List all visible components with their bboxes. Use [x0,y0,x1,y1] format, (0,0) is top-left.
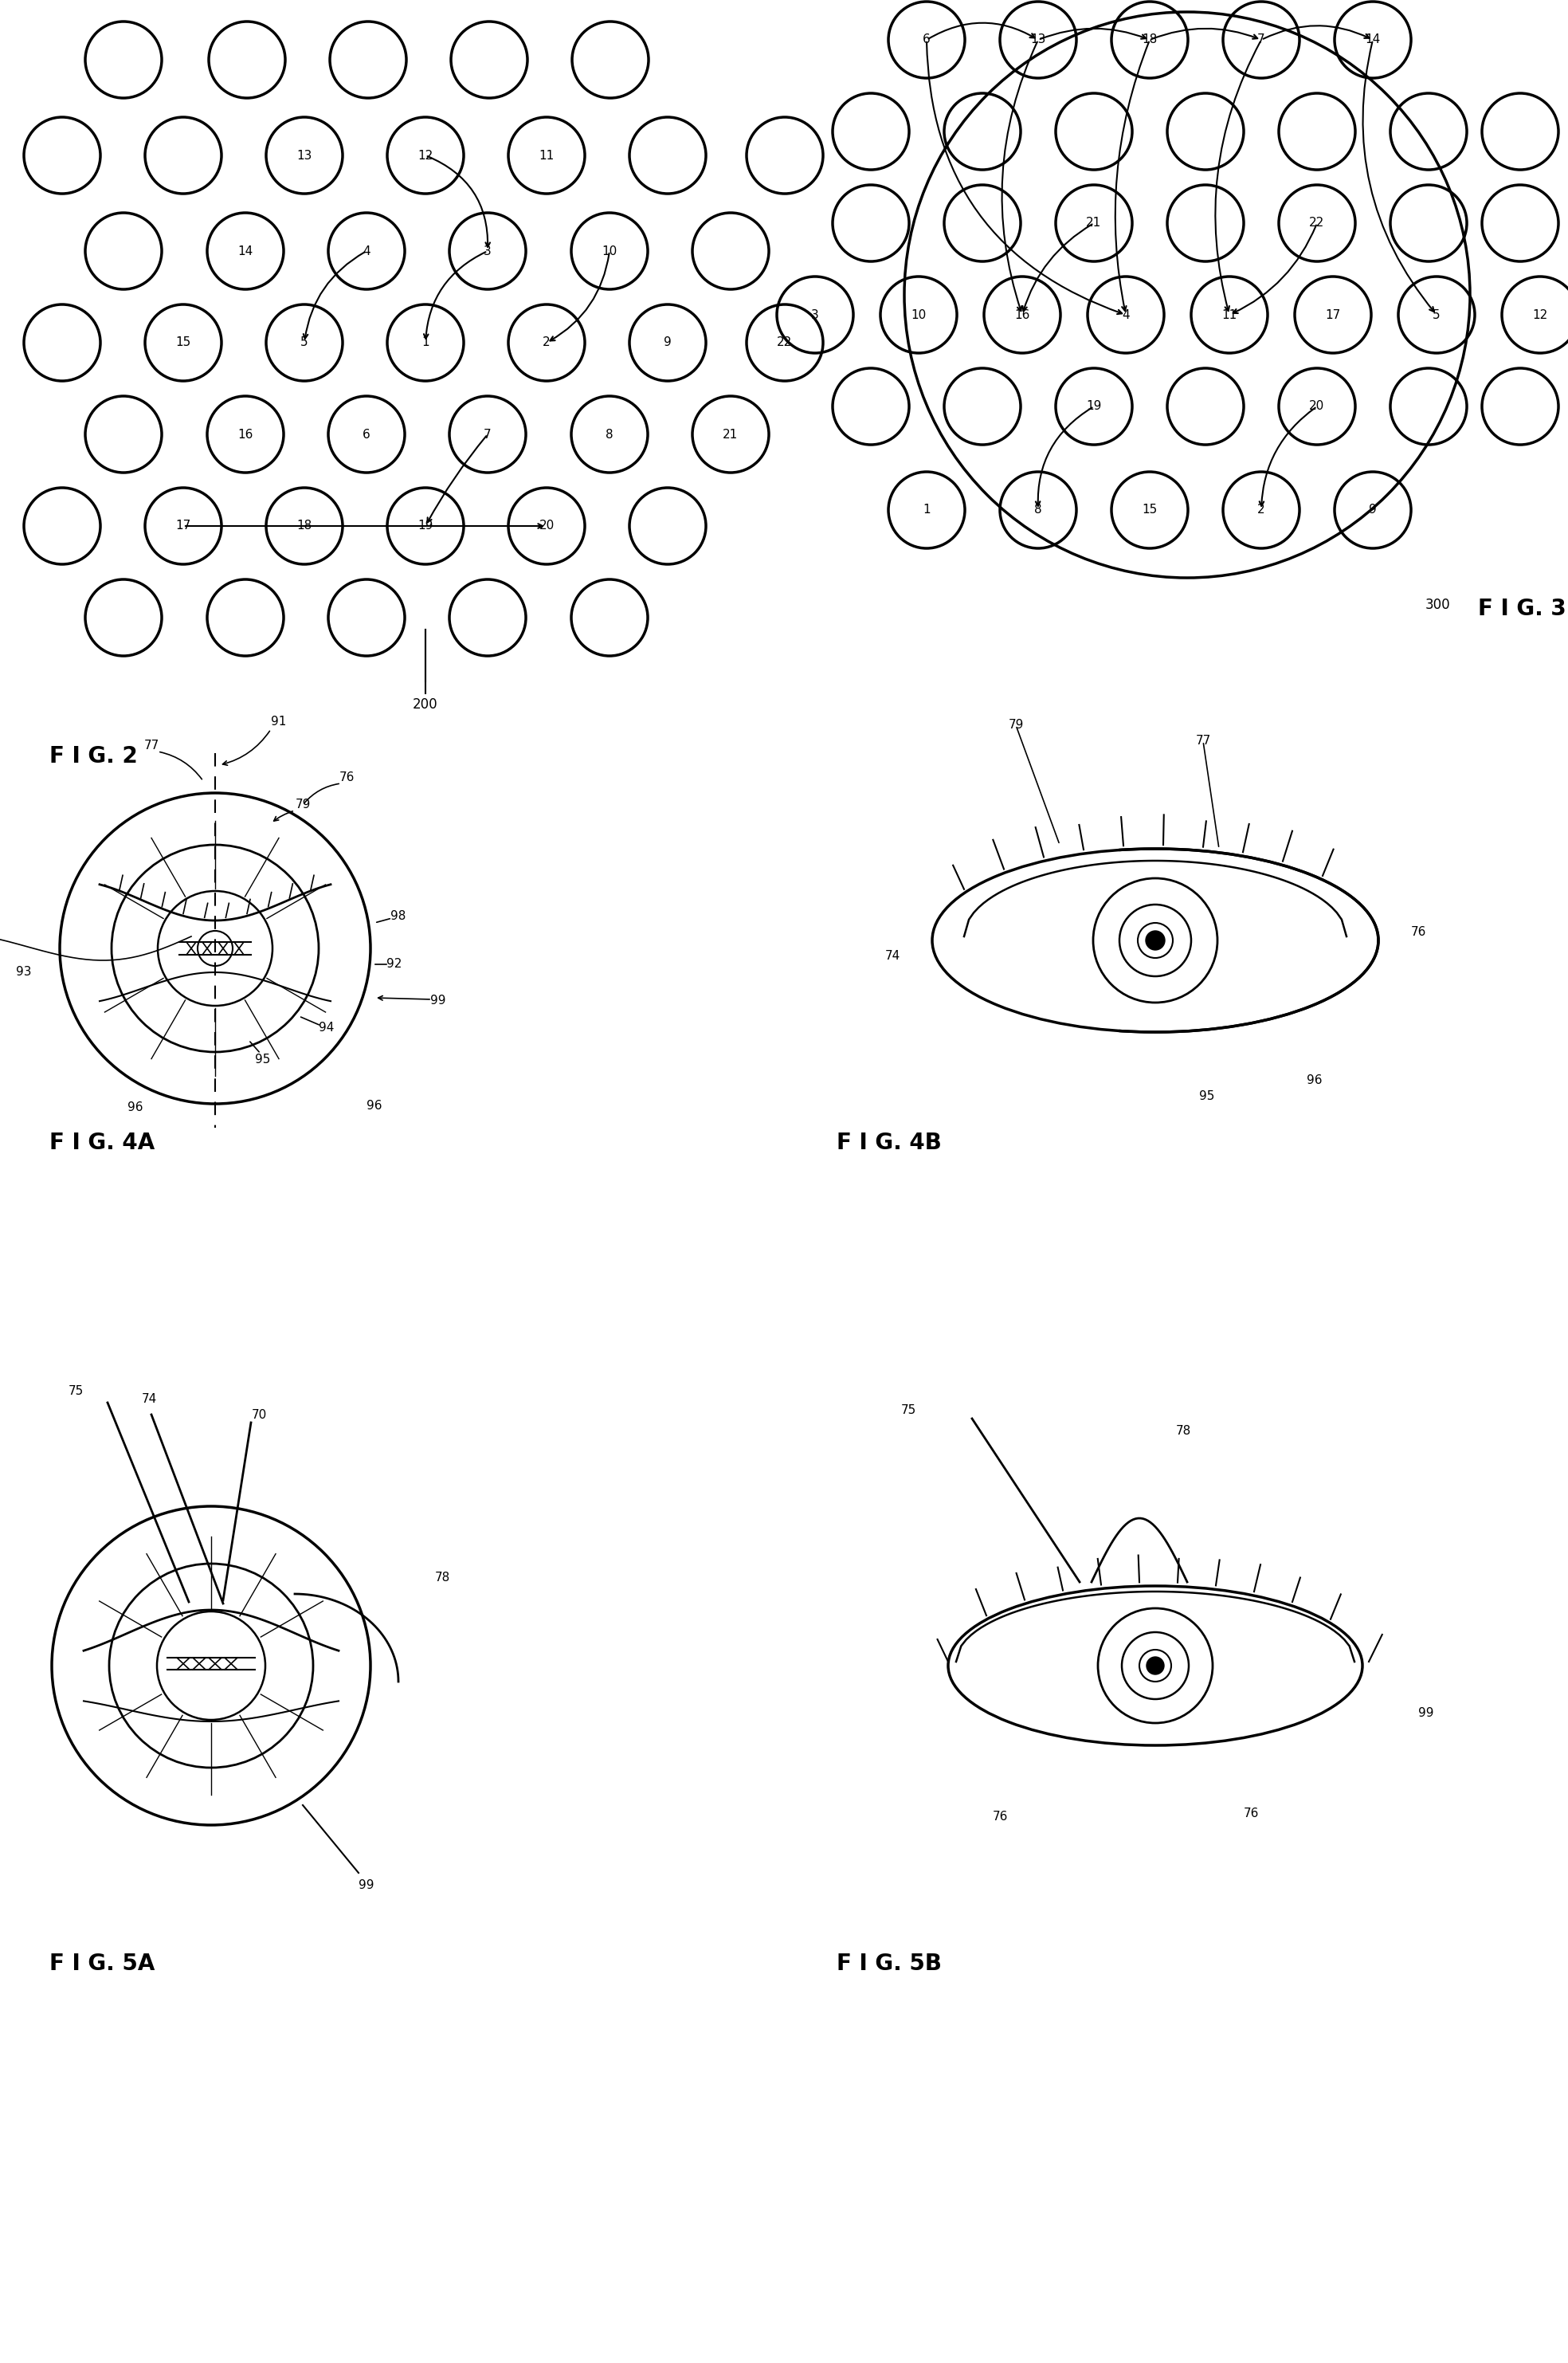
Text: 13: 13 [296,149,312,161]
Text: 14: 14 [238,246,252,258]
Text: 79: 79 [295,799,310,811]
Text: F I G. 3: F I G. 3 [1479,598,1566,619]
Text: 76: 76 [993,1810,1008,1824]
Text: 7: 7 [1258,33,1265,45]
Text: 8: 8 [1035,503,1043,515]
Text: 21: 21 [1087,217,1102,229]
Text: 17: 17 [176,520,191,532]
Text: 19: 19 [417,520,433,532]
Text: 76: 76 [1411,926,1425,938]
Text: 17: 17 [1325,310,1341,321]
Text: 91: 91 [271,716,287,728]
Text: 20: 20 [539,520,554,532]
Circle shape [1146,1656,1163,1675]
Text: 9: 9 [1369,503,1377,515]
Text: 4: 4 [362,246,370,258]
Text: 74: 74 [884,950,900,962]
Text: 96: 96 [1306,1073,1322,1087]
Text: 14: 14 [1366,33,1380,45]
Text: 4: 4 [1123,310,1129,321]
Text: 3: 3 [483,246,491,258]
Text: F I G. 4B: F I G. 4B [837,1132,942,1153]
Text: F I G. 2: F I G. 2 [50,744,138,768]
Text: 3: 3 [811,310,818,321]
Text: 70: 70 [251,1408,267,1420]
Text: 76: 76 [1243,1808,1259,1820]
Text: 99: 99 [431,995,445,1007]
Text: 16: 16 [238,428,252,440]
Text: 2: 2 [1258,503,1265,515]
Text: F I G. 5B: F I G. 5B [837,1952,942,1975]
Text: 6: 6 [362,428,370,440]
Text: 10: 10 [911,310,927,321]
Circle shape [1146,931,1165,950]
Text: 11: 11 [539,149,554,161]
Text: 75: 75 [900,1404,916,1415]
Text: 77: 77 [1195,735,1210,747]
Text: 78: 78 [1176,1425,1190,1437]
Text: 99: 99 [359,1879,375,1890]
Text: 94: 94 [318,1023,334,1035]
Text: 76: 76 [339,770,354,782]
Text: 7: 7 [485,428,491,440]
Text: 6: 6 [922,33,930,45]
Text: 98: 98 [390,910,406,922]
Text: 10: 10 [602,246,618,258]
Text: 200: 200 [412,697,437,711]
Text: 12: 12 [1532,310,1548,321]
Text: 77: 77 [144,740,158,751]
Text: 15: 15 [176,336,191,350]
Text: 78: 78 [434,1571,450,1583]
Text: 18: 18 [1142,33,1157,45]
Text: 75: 75 [67,1385,83,1397]
Text: 2: 2 [543,336,550,350]
Text: 96: 96 [127,1101,143,1113]
Text: 93: 93 [16,966,31,978]
Text: 5: 5 [1433,310,1441,321]
Text: 9: 9 [663,336,671,350]
Text: 11: 11 [1221,310,1237,321]
Text: 18: 18 [296,520,312,532]
Text: 95: 95 [1200,1089,1215,1101]
Text: 8: 8 [605,428,613,440]
Text: 92: 92 [387,959,401,971]
Text: 96: 96 [367,1101,383,1113]
Text: F I G. 5A: F I G. 5A [50,1952,155,1975]
Text: 19: 19 [1087,399,1102,414]
Text: 12: 12 [417,149,433,161]
Text: 22: 22 [778,336,792,350]
Text: 95: 95 [256,1054,271,1066]
Text: 99: 99 [1419,1708,1435,1720]
Text: 22: 22 [1309,217,1325,229]
Text: 15: 15 [1142,503,1157,515]
Text: 21: 21 [723,428,739,440]
Text: 1: 1 [422,336,430,350]
Text: F I G. 4A: F I G. 4A [50,1132,155,1153]
Text: 16: 16 [1014,310,1030,321]
Text: 300: 300 [1425,598,1450,612]
Text: 1: 1 [924,503,930,515]
Text: 13: 13 [1030,33,1046,45]
Text: 20: 20 [1309,399,1325,414]
Text: 74: 74 [141,1392,157,1404]
Text: 5: 5 [301,336,309,350]
Text: 79: 79 [1008,718,1024,730]
